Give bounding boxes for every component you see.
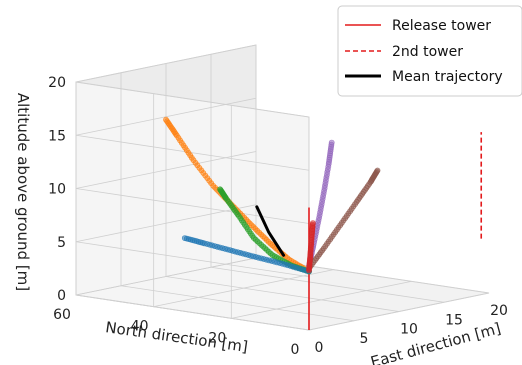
grid-y-floor [231,280,412,319]
grid-x-floor [210,266,445,303]
legend-box [337,5,522,97]
z-tick-label: 15 [48,128,66,144]
z-tick-label: 5 [57,235,66,251]
grid-z-side [75,188,310,224]
grid-z-side [75,241,310,278]
z-tick-label: 10 [48,182,66,198]
grid-z-side [75,81,310,118]
grid-z-side [75,134,310,171]
tick-labels: 0 5 10 15 20 0 20 40 60 0 5 10 15 20 [48,75,508,358]
data-series [163,116,483,330]
x-tick-label: 20 [490,303,508,319]
z-tick-label: 0 [57,288,66,304]
legend-label-release-tower: Release tower [392,18,491,34]
grid-lines [75,44,490,331]
grid-y-floor [308,292,490,331]
series-3-point [328,139,335,146]
grid-z-back [75,44,257,83]
grid-z-side [75,294,310,331]
x-tick-label: 0 [315,340,324,356]
grid-x-floor [120,285,355,322]
legend: Release tower 2nd tower Mean trajectory [337,5,522,97]
z-tick-label: 20 [48,75,66,91]
x-tick-label: 5 [360,331,369,347]
y-tick-label: 40 [131,319,149,335]
legend-label-mean-trajectory: Mean trajectory [392,69,503,85]
z-axis-label: Altitude above ground [m] [14,93,32,291]
x-tick-label: 10 [400,322,418,338]
legend-label-2nd-tower: 2nd tower [392,44,463,60]
y-axis-label: North direction [m] [104,318,249,356]
series-2-point [181,235,188,241]
grid-x-floor [165,276,400,312]
y-tick-label: 20 [208,330,226,346]
series-5-point [309,220,316,226]
series-4-point [374,167,381,174]
series-0-point [163,116,169,123]
mean-trajectory-line [255,205,286,257]
y-tick-label: 0 [291,342,300,358]
x-tick-label: 15 [445,312,463,328]
x-axis-label: East direction [m] [369,319,503,365]
series-1-point [217,186,223,193]
y-tick-label: 60 [53,307,71,323]
